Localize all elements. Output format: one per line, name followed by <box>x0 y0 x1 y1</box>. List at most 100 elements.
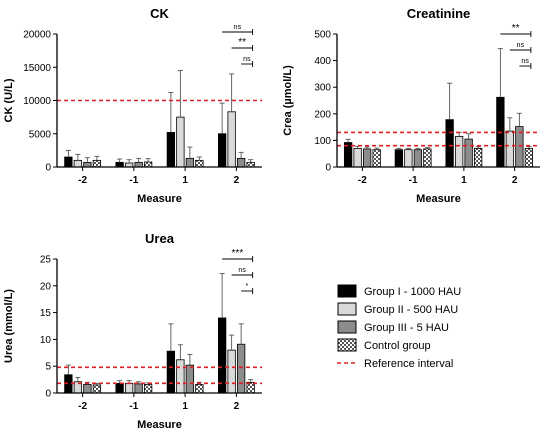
urea-chart: Urea 0 5 10 15 20 25 Urea (mmol/L) -2 -1 1 2 Measure… <box>3 231 262 431</box>
x-tick-label: -1 <box>129 175 138 186</box>
significance-label: ns <box>517 42 525 49</box>
y-tick-label: 400 <box>314 56 331 67</box>
bar-control <box>92 384 102 394</box>
x-axis-label: Measure <box>416 193 461 205</box>
bar-group-1 <box>115 382 124 394</box>
bar-group-3 <box>185 157 195 168</box>
legend-swatch-control <box>337 338 357 352</box>
bar-group-1 <box>217 317 227 394</box>
bar-group-2 <box>176 359 185 394</box>
significance-label: * <box>246 283 249 290</box>
y-axis-label: Crea (µmol/L) <box>282 65 294 136</box>
significance-label: ns <box>234 24 242 31</box>
bar-group-3 <box>134 383 143 394</box>
x-axis-label: Measure <box>137 419 182 431</box>
bar-group-3 <box>236 343 246 394</box>
y-tick-label: 10 <box>40 335 52 346</box>
bar-control <box>473 147 483 168</box>
bar-control <box>143 161 153 168</box>
chart-title: Creatinine <box>407 6 471 21</box>
y-axis-label: CK (U/L) <box>3 78 15 122</box>
x-tick-label: 2 <box>512 175 518 186</box>
y-tick-label: 100 <box>314 136 331 147</box>
legend-label-group-1: Group I - 1000 HAU <box>364 286 461 298</box>
bar-control <box>372 149 381 168</box>
legend-swatch-group-1 <box>337 284 357 298</box>
y-tick-label: 20000 <box>23 30 51 41</box>
bar-group-2 <box>454 136 464 168</box>
bar-group-1 <box>166 350 176 394</box>
y-tick-label: 0 <box>45 389 51 400</box>
bar-control <box>246 161 255 168</box>
ck-chart: CK 0 5000 10000 15000 20000 CK (U/L) -2 -1 1 2 Meas… <box>3 6 262 205</box>
y-tick-label: 15000 <box>23 63 51 74</box>
bar-group-2 <box>404 149 413 168</box>
chart-title: Urea <box>145 231 175 246</box>
bar-group-3 <box>236 157 246 168</box>
x-tick-label: -1 <box>129 401 138 412</box>
significance-label: ns <box>243 56 251 63</box>
bar-group-3 <box>134 161 143 168</box>
bar-group-2 <box>505 130 515 168</box>
legend-swatch-group-2 <box>337 302 357 316</box>
y-tick-label: 25 <box>40 255 52 266</box>
significance-label: ns <box>238 267 246 274</box>
bar-group-1 <box>445 119 454 168</box>
x-tick-label: 2 <box>234 401 240 412</box>
legend-swatch-group-3 <box>337 320 357 334</box>
y-axis-label: Urea (mmol/L) <box>3 289 15 363</box>
bar-group-3 <box>362 148 372 168</box>
bar-group-3 <box>413 149 423 168</box>
bar-group-3 <box>83 384 92 394</box>
bar-group-2 <box>176 116 185 168</box>
bar-group-2 <box>227 349 236 394</box>
x-axis-label: Measure <box>137 193 182 205</box>
bar-control <box>92 159 102 168</box>
x-tick-label: -2 <box>78 401 87 412</box>
y-tick-label: 5000 <box>29 129 52 140</box>
creatinine-chart: Creatinine 0 100 200 300 400 500 Crea (µmol/L) -… <box>282 6 540 205</box>
bar-group-3 <box>83 161 92 168</box>
bar-group-2 <box>124 382 134 394</box>
chart-title: CK <box>150 6 169 21</box>
bar-control <box>423 148 432 168</box>
bar-group-1 <box>217 133 227 168</box>
y-tick-label: 200 <box>314 109 331 120</box>
significance-label: ** <box>512 23 520 34</box>
y-tick-label: 15 <box>40 308 52 319</box>
y-tick-label: 5 <box>45 362 51 373</box>
bar-group-1 <box>166 132 176 168</box>
x-tick-label: 1 <box>461 175 467 186</box>
bar-control <box>195 384 204 394</box>
bar-group-1 <box>64 156 73 168</box>
bar-control <box>195 159 204 168</box>
bar-group-1 <box>115 161 124 168</box>
bar-group-1 <box>394 149 404 168</box>
y-tick-label: 20 <box>40 281 52 292</box>
bar-control <box>143 384 153 394</box>
x-tick-label: -1 <box>409 175 418 186</box>
x-tick-label: -2 <box>358 175 367 186</box>
x-tick-label: -2 <box>78 175 87 186</box>
legend-label-reference: Reference interval <box>364 358 453 370</box>
x-tick-label: 1 <box>182 401 188 412</box>
bar-group-2 <box>353 147 362 168</box>
bar-group-2 <box>227 111 236 168</box>
bar-group-2 <box>73 159 83 168</box>
y-tick-label: 10000 <box>23 96 51 107</box>
x-tick-label: 2 <box>234 175 240 186</box>
bar-group-3 <box>464 138 473 168</box>
bar-control <box>524 147 534 168</box>
bar-group-3 <box>185 364 195 394</box>
legend-label-group-2: Group II - 500 HAU <box>364 304 458 316</box>
y-tick-label: 500 <box>314 30 331 41</box>
legend-label-control: Control group <box>364 340 431 352</box>
x-tick-label: 1 <box>182 175 188 186</box>
significance-label: ** <box>238 37 246 48</box>
significance-label: *** <box>232 248 244 259</box>
y-tick-label: 0 <box>45 163 51 174</box>
legend-label-group-3: Group III - 5 HAU <box>364 322 449 334</box>
y-tick-label: 300 <box>314 83 331 94</box>
significance-label: ns <box>521 58 529 65</box>
